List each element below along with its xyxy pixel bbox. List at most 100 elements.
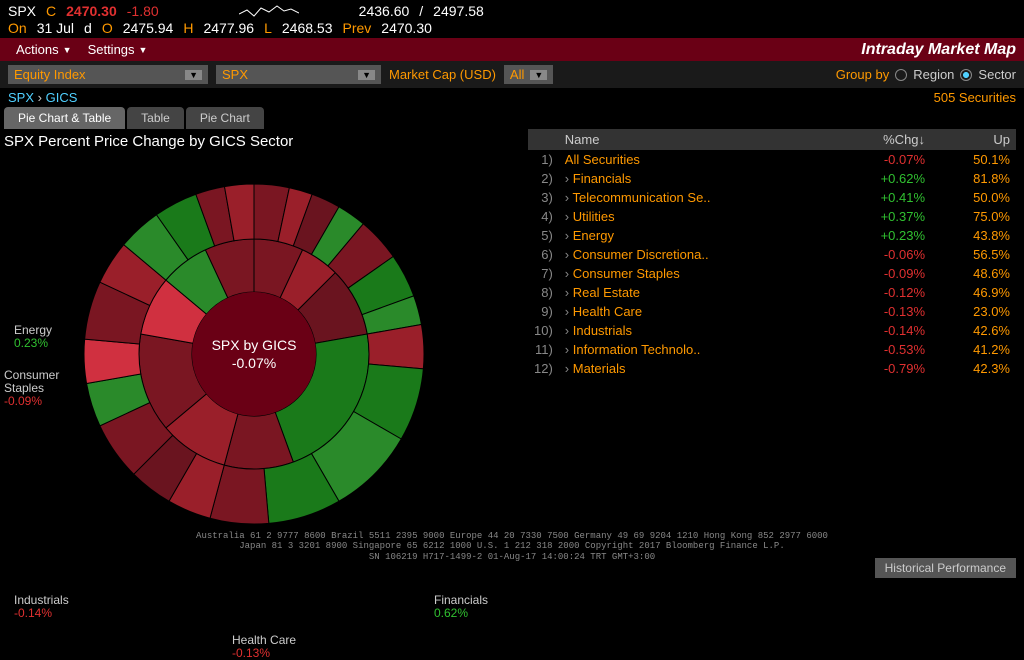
page-title: Intraday Market Map	[861, 41, 1016, 59]
groupby-radio-group: Group by Region Sector	[836, 67, 1016, 82]
row-chg: +0.37%	[833, 207, 931, 226]
range-high: 2497.58	[433, 3, 484, 19]
table-row[interactable]: 2)› Financials+0.62%81.8%	[528, 169, 1016, 188]
prev-label: Prev	[342, 20, 371, 36]
securities-count: 505 Securities	[934, 90, 1016, 105]
chart-label: Energy0.23%	[14, 324, 52, 350]
high-label: H	[183, 20, 193, 36]
row-name: All Securities	[559, 150, 833, 169]
last-price: 2470.30	[66, 3, 117, 19]
row-up: 42.3%	[931, 359, 1016, 378]
footer: Australia 61 2 9777 8600 Brazil 5511 239…	[0, 531, 1024, 563]
sector-radio[interactable]	[960, 69, 972, 81]
table-panel: Name %Chg↓ Up 1)All Securities-0.07%50.1…	[524, 129, 1020, 554]
col-up[interactable]: Up	[931, 129, 1016, 150]
open-label: O	[102, 20, 113, 36]
caret-down-icon: ▼	[530, 70, 547, 80]
row-name: › Materials	[559, 359, 833, 378]
svg-text:-0.07%: -0.07%	[232, 355, 276, 371]
row-up: 43.8%	[931, 226, 1016, 245]
table-row[interactable]: 4)› Utilities+0.37%75.0%	[528, 207, 1016, 226]
col-name[interactable]: Name	[559, 129, 833, 150]
d: d	[84, 20, 92, 36]
table-row[interactable]: 12)› Materials-0.79%42.3%	[528, 359, 1016, 378]
chart-panel: SPX Percent Price Change by GICS Sector …	[4, 129, 524, 554]
breadcrumb-root[interactable]: SPX	[8, 90, 34, 105]
row-name: › Consumer Staples	[559, 264, 833, 283]
row-name: › Energy	[559, 226, 833, 245]
row-up: 42.6%	[931, 321, 1016, 340]
table-row[interactable]: 7)› Consumer Staples-0.09%48.6%	[528, 264, 1016, 283]
asset-class-dropdown[interactable]: Equity Index▼	[8, 65, 208, 84]
row-up: 48.6%	[931, 264, 1016, 283]
row-chg: -0.53%	[833, 340, 931, 359]
table-row[interactable]: 5)› Energy+0.23%43.8%	[528, 226, 1016, 245]
row-chg: -0.14%	[833, 321, 931, 340]
mcap-dropdown[interactable]: All▼	[504, 65, 553, 84]
svg-text:SPX by GICS: SPX by GICS	[212, 337, 297, 353]
table-row[interactable]: 9)› Health Care-0.13%23.0%	[528, 302, 1016, 321]
caret-down-icon: ▼	[139, 45, 148, 55]
table-row[interactable]: 11)› Information Technolo..-0.53%41.2%	[528, 340, 1016, 359]
tab-table[interactable]: Table	[127, 107, 184, 129]
col-chg[interactable]: %Chg↓	[833, 129, 931, 150]
prev: 2470.30	[381, 20, 432, 36]
row-name: › Financials	[559, 169, 833, 188]
chart-label: Industrials-0.14%	[14, 594, 69, 620]
table-row[interactable]: 3)› Telecommunication Se..+0.41%50.0%	[528, 188, 1016, 207]
row-up: 50.1%	[931, 150, 1016, 169]
chart-label: Financials0.62%	[434, 594, 488, 620]
row-chg: -0.12%	[833, 283, 931, 302]
row-name: › Consumer Discretiona..	[559, 245, 833, 264]
row-name: › Health Care	[559, 302, 833, 321]
range-low: 2436.60	[359, 3, 410, 19]
index-dropdown[interactable]: SPX▼	[216, 65, 381, 84]
row-up: 81.8%	[931, 169, 1016, 188]
symbol: SPX	[8, 3, 36, 19]
sunburst-chart[interactable]: SPX by GICS-0.07% Energy0.23%ConsumerSta…	[4, 154, 504, 554]
row-up: 75.0%	[931, 207, 1016, 226]
row-chg: -0.09%	[833, 264, 931, 283]
row-chg: -0.07%	[833, 150, 931, 169]
row-name: › Information Technolo..	[559, 340, 833, 359]
table-row[interactable]: 8)› Real Estate-0.12%46.9%	[528, 283, 1016, 302]
row-up: 23.0%	[931, 302, 1016, 321]
sector-table: Name %Chg↓ Up 1)All Securities-0.07%50.1…	[528, 129, 1016, 378]
row-name: › Telecommunication Se..	[559, 188, 833, 207]
c-label: C	[46, 3, 56, 19]
menubar: Actions▼ Settings▼ Intraday Market Map	[0, 38, 1024, 61]
tab-pie-chart[interactable]: Pie Chart	[186, 107, 264, 129]
settings-menu[interactable]: Settings▼	[80, 40, 156, 59]
chart-title: SPX Percent Price Change by GICS Sector	[4, 129, 524, 154]
row-chg: +0.62%	[833, 169, 931, 188]
caret-down-icon: ▼	[63, 45, 72, 55]
breadcrumb-leaf[interactable]: GICS	[46, 90, 78, 105]
high: 2477.96	[203, 20, 254, 36]
chart-label: Health Care-0.13%	[232, 634, 296, 660]
caret-down-icon: ▼	[358, 70, 375, 80]
actions-menu[interactable]: Actions▼	[8, 40, 80, 59]
row-chg: +0.41%	[833, 188, 931, 207]
table-row[interactable]: 1)All Securities-0.07%50.1%	[528, 150, 1016, 169]
row-up: 41.2%	[931, 340, 1016, 359]
quote-header: SPX C 2470.30 -1.80 2436.60 /2497.58 On …	[0, 0, 1024, 38]
mcap-label: Market Cap (USD)	[389, 67, 496, 82]
row-chg: -0.06%	[833, 245, 931, 264]
breadcrumb: SPX › GICS 505 Securities	[0, 88, 1024, 107]
table-row[interactable]: 6)› Consumer Discretiona..-0.06%56.5%	[528, 245, 1016, 264]
region-radio[interactable]	[895, 69, 907, 81]
row-name: › Industrials	[559, 321, 833, 340]
row-chg: +0.23%	[833, 226, 931, 245]
row-up: 50.0%	[931, 188, 1016, 207]
row-name: › Real Estate	[559, 283, 833, 302]
table-row[interactable]: 10)› Industrials-0.14%42.6%	[528, 321, 1016, 340]
toolbar: Equity Index▼ SPX▼ Market Cap (USD) All▼…	[0, 61, 1024, 88]
view-tabs: Pie Chart & TableTablePie Chart	[0, 107, 1024, 129]
row-up: 56.5%	[931, 245, 1016, 264]
groupby-label: Group by	[836, 67, 889, 82]
row-chg: -0.13%	[833, 302, 931, 321]
date: 31 Jul	[37, 20, 74, 36]
date-label: On	[8, 20, 27, 36]
sparkline-icon	[239, 2, 299, 20]
tab-pie-chart-table[interactable]: Pie Chart & Table	[4, 107, 125, 129]
